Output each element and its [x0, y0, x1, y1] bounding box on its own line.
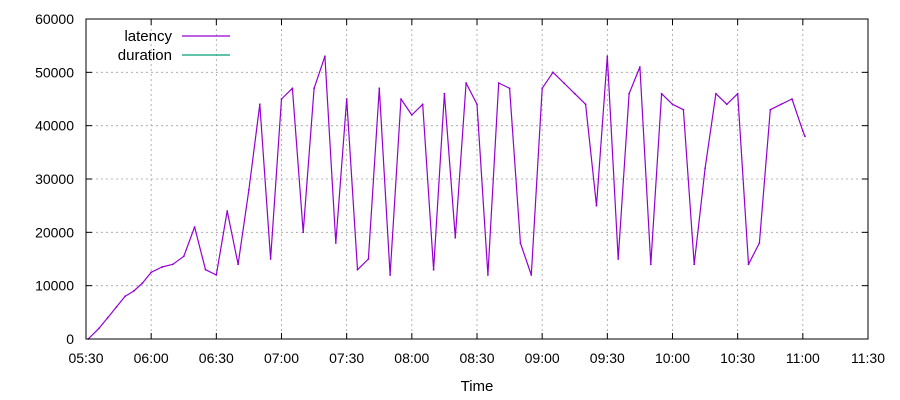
data-point-latency [204, 268, 207, 271]
data-point-latency [313, 87, 315, 90]
x-tick-label: 05:30 [68, 350, 103, 366]
data-point-latency [124, 295, 126, 298]
x-tick-label: 06:00 [134, 350, 169, 366]
data-point-latency [715, 92, 717, 95]
x-tick-label: 10:30 [720, 350, 755, 366]
data-point-latency [541, 87, 544, 90]
data-point-latency [115, 306, 118, 308]
data-point-latency [334, 242, 337, 244]
x-tick-label: 07:00 [264, 350, 299, 366]
data-point-latency [573, 92, 576, 95]
data-point-latency [443, 92, 446, 95]
data-point-latency [132, 290, 135, 292]
data-point-latency [193, 226, 196, 228]
legend-label-latency: latency [124, 28, 172, 45]
series-layer [87, 55, 806, 340]
x-tick-label: 09:30 [590, 350, 625, 366]
x-tick-label: 07:30 [329, 350, 364, 366]
data-point-latency [671, 103, 674, 106]
data-point-latency [389, 274, 391, 276]
y-tick-label: 0 [66, 331, 74, 347]
data-point-latency [161, 266, 163, 268]
legend-label-duration: duration [118, 47, 172, 64]
data-point-latency [508, 87, 511, 90]
data-point-latency [519, 242, 522, 244]
data-point-latency [291, 87, 294, 90]
x-tick-label: 08:30 [459, 350, 494, 366]
y-tick-label: 30000 [35, 171, 74, 187]
series-line-latency [87, 55, 806, 340]
data-point-latency [552, 71, 554, 74]
y-axis: 0 10000 20000 30000 40000 50000 60000 [35, 11, 868, 347]
data-point-latency [595, 204, 598, 207]
data-point-latency [248, 188, 250, 191]
data-point-latency [682, 108, 685, 111]
y-tick-label: 40000 [35, 118, 74, 134]
data-point-latency [769, 108, 772, 111]
y-tick-label: 50000 [35, 64, 74, 80]
data-point-latency [237, 263, 240, 266]
legend: latency duration [118, 28, 230, 64]
data-point-latency [280, 98, 283, 100]
data-point-latency [606, 55, 609, 58]
data-point-latency [98, 327, 100, 330]
y-tick-label: 20000 [35, 224, 74, 240]
data-point-latency [791, 98, 793, 100]
data-point-latency [617, 258, 620, 260]
data-point-latency [639, 66, 641, 68]
data-point-latency [649, 263, 652, 266]
data-point-latency [747, 263, 750, 266]
x-axis: 05:30 06:00 06:30 07:00 07:30 08:00 08:30 09:00… [68, 19, 885, 366]
data-point-latency [660, 92, 663, 95]
x-tick-label: 10:00 [655, 350, 690, 366]
data-point-latency [258, 103, 261, 106]
data-point-latency [410, 114, 413, 116]
data-point-latency [704, 167, 706, 170]
data-point-latency [780, 103, 782, 106]
data-point-latency [141, 282, 144, 284]
data-point-latency [172, 263, 174, 266]
data-point-latency [378, 87, 381, 90]
x-tick-label: 11:30 [851, 350, 885, 366]
data-point-latency [628, 92, 630, 95]
data-point-latency [356, 268, 359, 271]
data-point-latency [563, 82, 565, 84]
data-point-latency [465, 82, 467, 84]
data-point-latency [804, 135, 806, 138]
data-point-latency [725, 103, 728, 106]
data-point-latency [269, 258, 272, 260]
data-point-latency [497, 82, 500, 84]
data-point-latency [150, 271, 153, 274]
grid-lines [86, 19, 868, 339]
data-point-latency [432, 268, 435, 271]
data-point-latency [345, 98, 348, 100]
data-point-latency [758, 242, 761, 244]
x-tick-label: 06:30 [199, 350, 234, 366]
y-tick-label: 60000 [35, 11, 74, 27]
data-point-latency [801, 130, 804, 132]
data-point-latency [215, 274, 218, 276]
x-axis-title: Time [461, 378, 494, 395]
data-point-latency [400, 98, 402, 100]
data-point-latency [182, 255, 185, 258]
x-tick-label: 09:00 [525, 350, 560, 366]
x-tick-label: 08:00 [394, 350, 429, 366]
data-point-latency [530, 274, 533, 276]
y-tick-label: 10000 [35, 278, 74, 294]
data-point-latency [736, 92, 739, 95]
data-point-latency [454, 236, 457, 239]
data-point-latency [693, 263, 696, 266]
data-point-latency [421, 103, 424, 106]
data-point-latency [324, 55, 326, 58]
x-tick-label: 11:00 [786, 350, 820, 366]
data-point-latency [476, 103, 478, 106]
data-point-latency [487, 274, 489, 276]
data-point-latency [584, 103, 587, 106]
data-point-latency [226, 210, 229, 212]
data-point-latency [302, 231, 305, 234]
data-point-latency [106, 316, 109, 319]
data-point-latency [367, 258, 370, 260]
